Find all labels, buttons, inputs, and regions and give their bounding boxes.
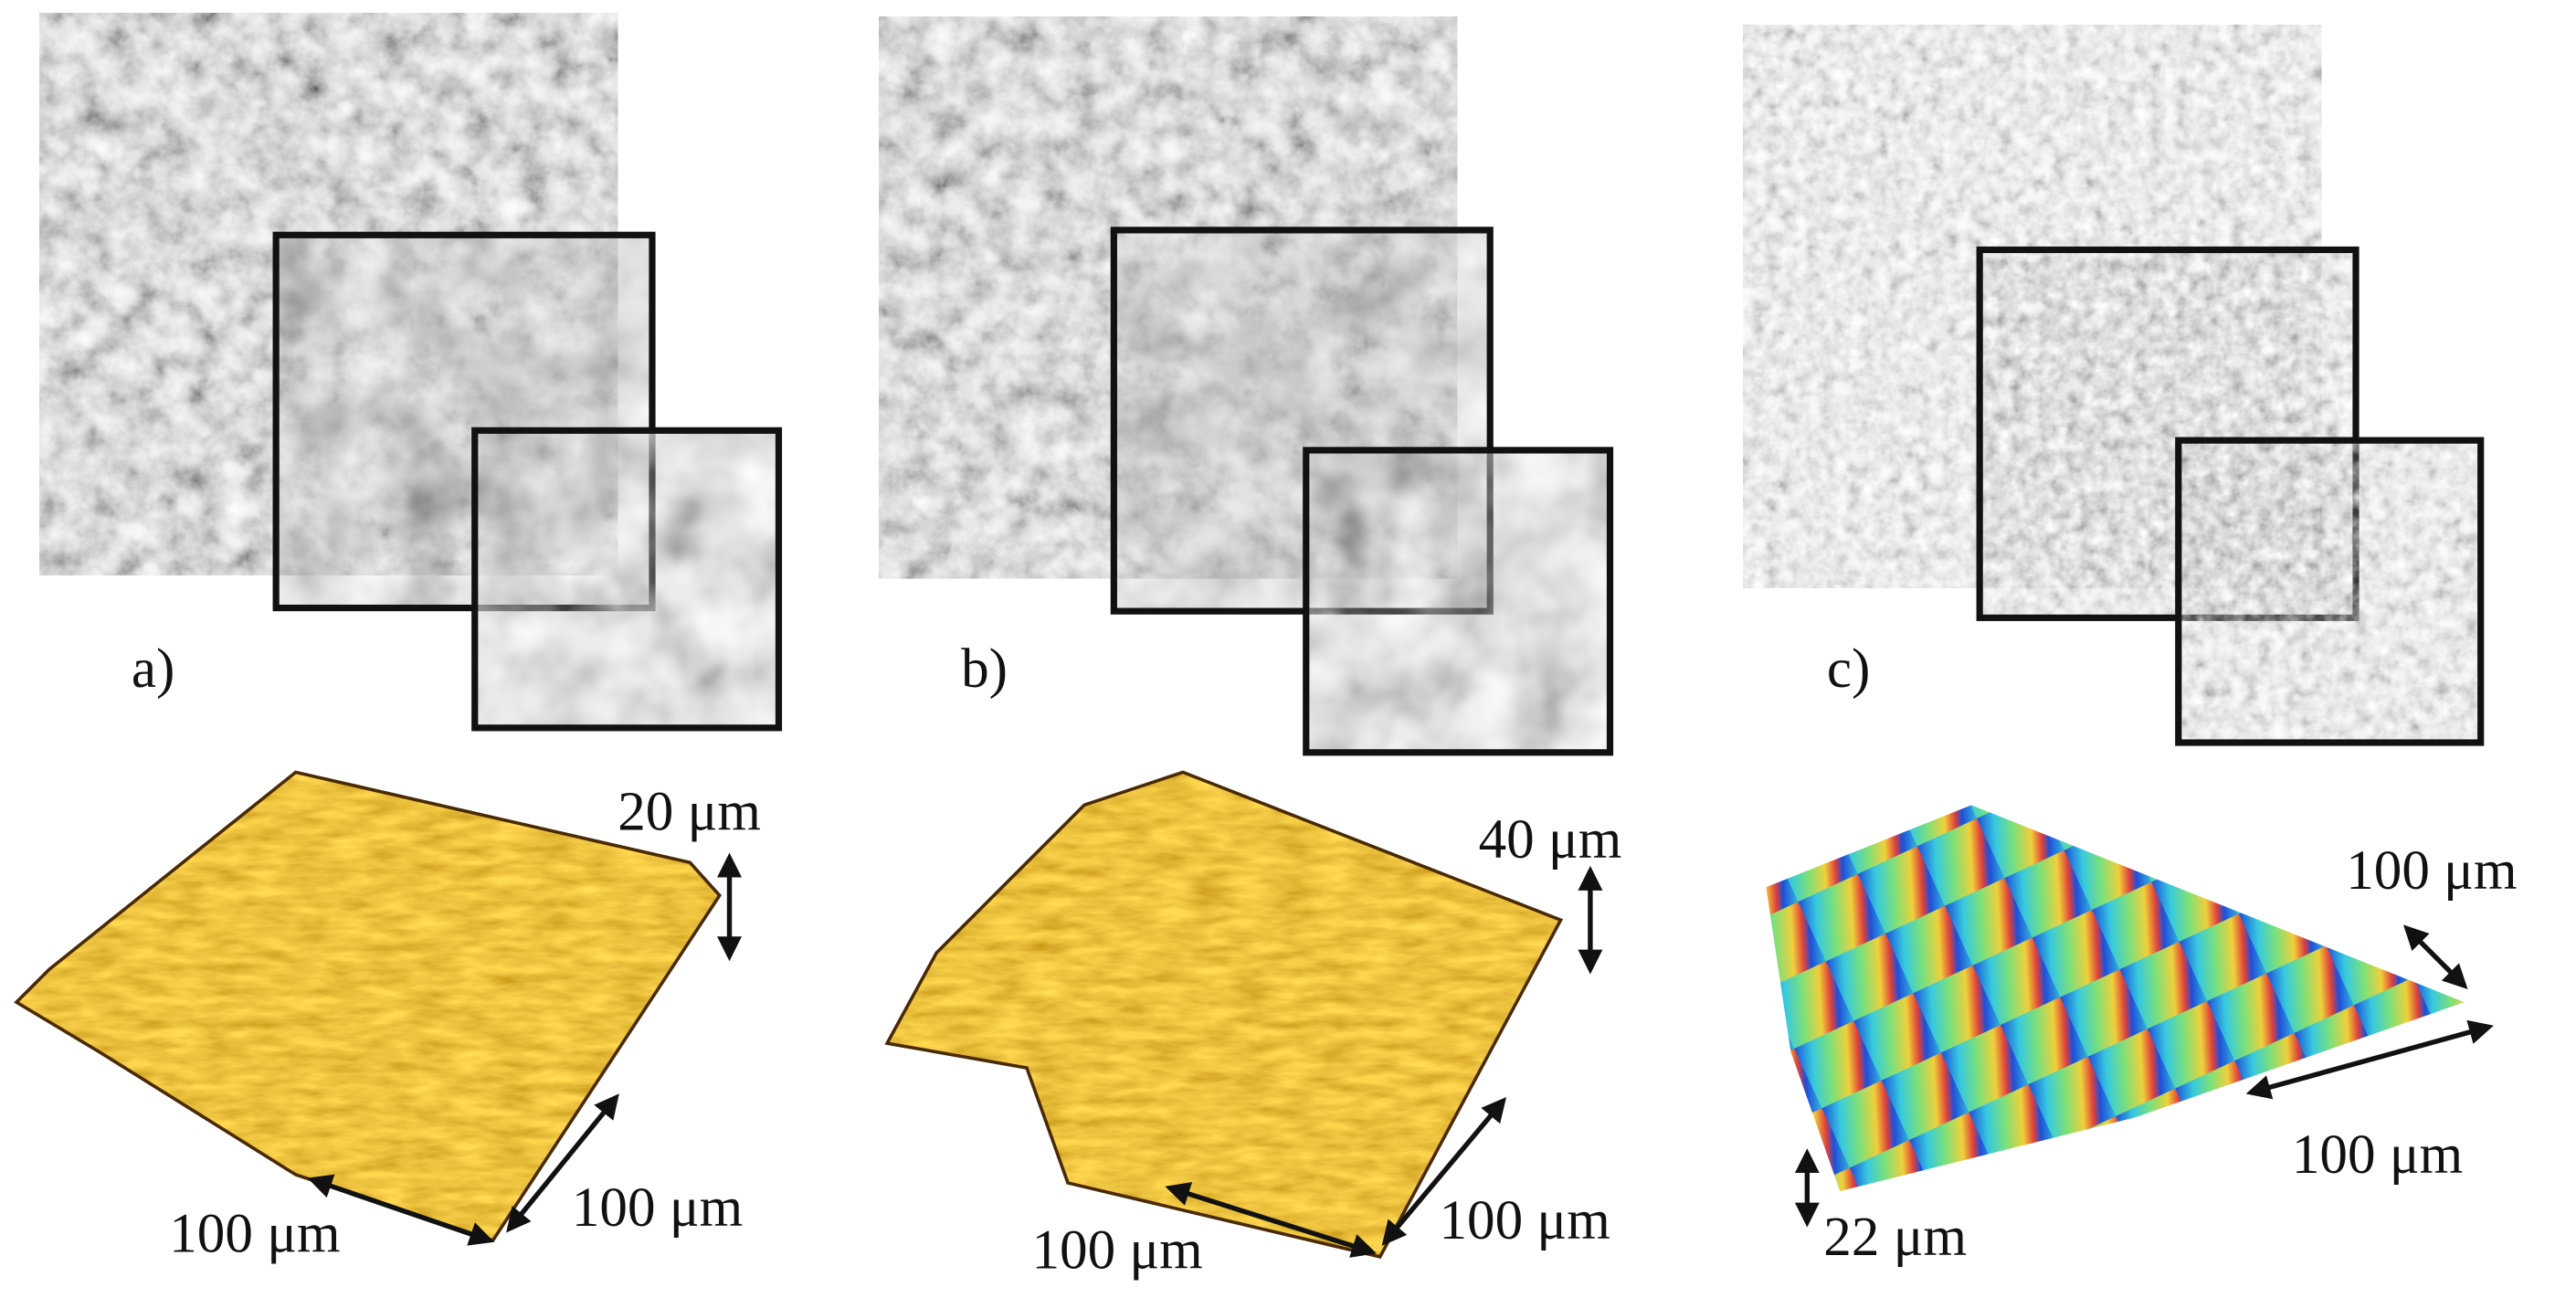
inset-frame [471, 427, 783, 732]
scale-label: 100 μm [572, 1177, 743, 1239]
sem-panel-b: b) [879, 16, 1614, 756]
height-scale: 22 μm [1823, 1207, 1967, 1268]
scale-label: 100 μm [1439, 1190, 1610, 1251]
sem-panel-a: a) [39, 13, 783, 732]
height-scale: 40 μm [1479, 809, 1622, 871]
panel-label: a) [132, 638, 175, 700]
arrow [506, 1093, 619, 1233]
scale-label: 100 μm [2346, 840, 2517, 902]
sem-inset [474, 430, 779, 728]
scale-label: 100 μm [169, 1204, 340, 1265]
scale-label: 100 μm [2292, 1124, 2463, 1186]
arrow [2245, 1019, 2494, 1100]
sem-inset [1305, 449, 1610, 753]
arrow [1165, 1182, 1377, 1258]
height-scale: 20 μm [618, 781, 761, 842]
surface-3d [1766, 805, 2465, 1191]
inset-frame [1110, 227, 1494, 615]
arrow [307, 1174, 495, 1246]
surface-outline [884, 770, 1564, 1260]
inset-frame [272, 231, 656, 612]
scale-label: 100 μm [1031, 1220, 1202, 1282]
panel-label: b) [961, 638, 1008, 700]
profile-b: 40 μm 100 μm 100 μm [884, 770, 1622, 1282]
arrow [1381, 1096, 1507, 1246]
inset-frame [2175, 437, 2485, 746]
profile-c: 22 μm 100 μm 100 μm [1766, 805, 2518, 1268]
sem-inset [2178, 440, 2481, 744]
sem-panel-c: c) [1743, 25, 2485, 746]
inset-frame [1303, 447, 1614, 756]
panel-label: c) [1827, 638, 1871, 700]
inset-frame [1976, 246, 2360, 621]
profile-a: 20 μm 100 μm 100 μm [14, 770, 761, 1265]
arrow [2402, 924, 2468, 990]
